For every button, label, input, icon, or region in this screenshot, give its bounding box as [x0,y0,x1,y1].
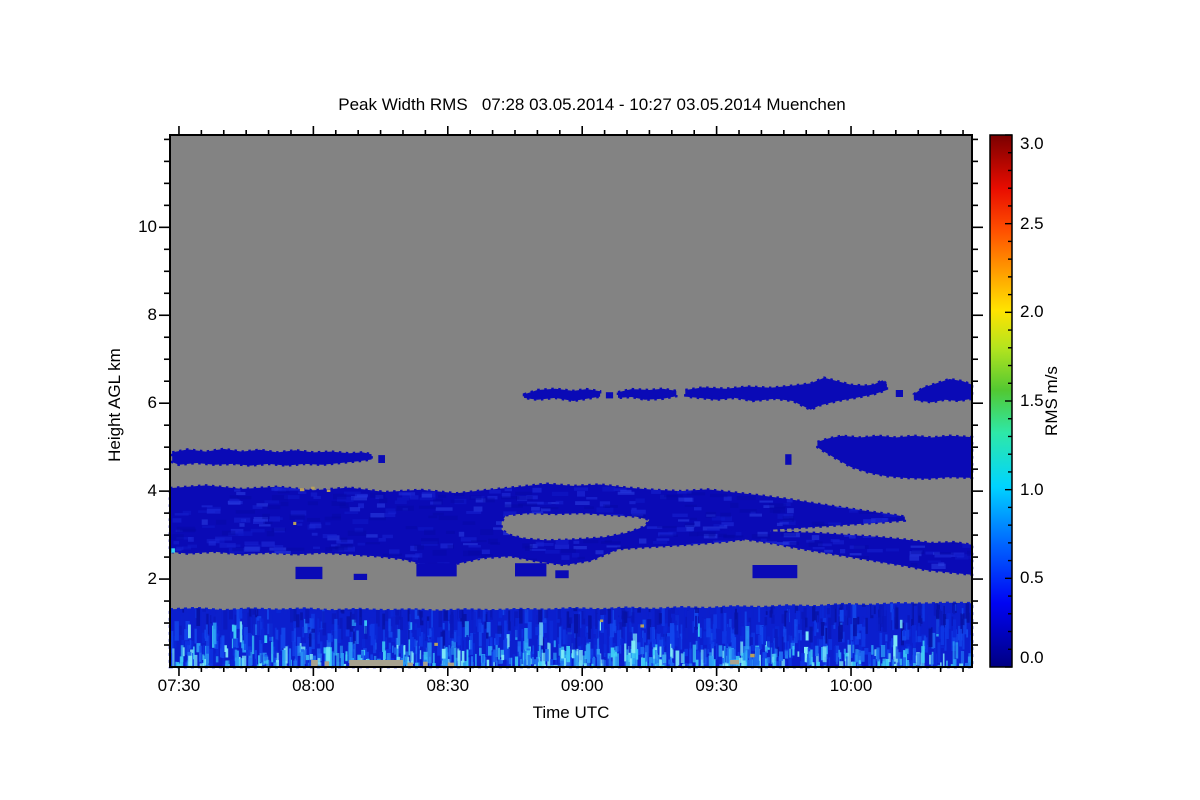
speckle-khaki-bit [600,619,604,623]
region-layer-6km-a [522,387,602,403]
colorbar-tick-label: 1.5 [1020,391,1044,410]
colorbar-tick-label: 0.5 [1020,568,1044,588]
region-layer-6km-d [912,377,974,404]
speckle-clutter-bit [311,660,318,667]
speckle-cloud-bit [515,563,547,577]
speckle-clutter-bit [423,661,428,667]
colorbar-tick-label: 2.5 [1020,213,1044,233]
axis-ticks [159,126,983,676]
boundary-layer-texture [170,602,972,667]
colorbar [990,135,1012,667]
colorbar-tick-label: 0.0 [1020,648,1044,667]
speckle-cloud-bit [378,455,385,463]
x-tick-label: 10:00 [829,676,873,695]
speckle-clutter-bit [407,662,413,667]
colorbar-tick-label: 2.0 [1020,302,1044,322]
speckle-cloud-bit [353,573,368,580]
colorbar-tick-label: 3.0 [1020,134,1044,153]
speckle-cloud-bit [555,570,569,579]
speckle-khaki-bit [311,486,315,490]
x-tick-label: 09:00 [560,676,604,695]
speckle-cloud-bit [605,392,614,399]
plot-frame [169,134,973,668]
chart-title: Peak Width RMS 07:28 03.05.2014 - 10:27 … [338,95,846,114]
speckle-clutter-bit [349,660,403,667]
x-tick-label: 07:30 [157,676,201,695]
speckle-khaki-bit [326,489,331,492]
speckle-khaki-bit [750,653,755,658]
speckle-khaki-bit [434,642,438,646]
speckle-khaki-bit [640,624,644,628]
x-axis-label: Time UTC [532,703,610,722]
speckle-cloud-bit [416,563,457,577]
x-tick-label: 08:30 [426,676,470,695]
colorbar-tick-label: 1.0 [1020,479,1044,499]
y-tick-label: 8 [147,305,157,325]
speckle-clutter-bit [730,660,740,665]
y-tick-label: 4 [147,481,157,501]
y-tick-label: 6 [147,393,157,413]
speckle-cloud-bit [295,566,323,580]
speckle-khaki-bit [293,521,297,525]
speckle-clutter-bit [447,662,455,667]
region-layer-6km-b [616,387,678,401]
y-tick-label: 10 [138,217,157,237]
x-tick-label: 08:00 [292,676,335,695]
y-tick-label: 2 [147,569,157,589]
region-layer-6km-c [684,376,889,412]
colorbar-ticks [1005,134,1012,668]
speckle-clutter-bit [324,661,330,667]
region-mid-cloud-main [168,482,907,568]
speckle-cloud-bit [785,454,792,465]
speckle-cloud-bit [752,565,798,579]
speckle-khaki-bit [299,488,305,492]
region-thin-layer-4.9km [170,447,373,467]
region-mid-cloud-lower-right [706,528,974,577]
x-tick-label: 09:30 [695,676,738,695]
speckle-cyan-bit [171,548,175,553]
speckle-cloud-bit [895,390,903,397]
